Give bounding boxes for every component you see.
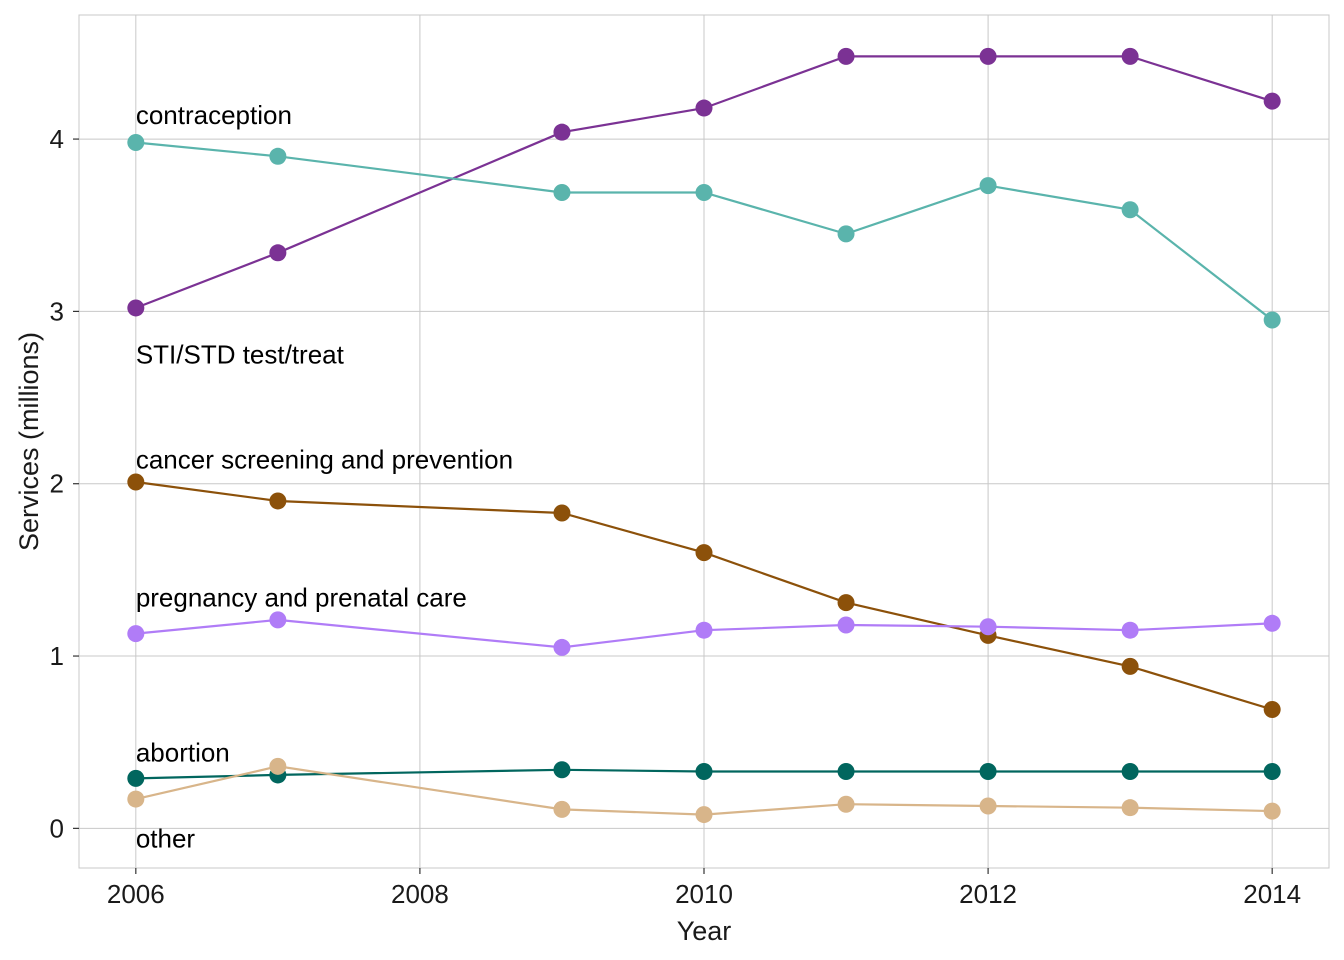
series-line-contraception	[135, 55, 1273, 309]
series-label-other: other	[136, 824, 196, 854]
data-point-other	[1263, 802, 1281, 820]
data-point-pregnancy-and-prenatal-care	[695, 621, 713, 639]
data-point-cancer-screening-and-prevention	[1121, 657, 1139, 675]
series-label-contraception: contraception	[136, 100, 292, 130]
data-point-other	[127, 790, 145, 808]
series-line-sti-std-test-treat	[135, 141, 1273, 321]
data-point-pregnancy-and-prenatal-care	[1263, 614, 1281, 632]
data-point-abortion	[127, 769, 145, 787]
series-pregnancy-and-prenatal-care	[127, 611, 1281, 656]
data-point-other	[979, 797, 997, 815]
data-point-abortion	[695, 762, 713, 780]
data-point-sti-std-test-treat	[553, 183, 571, 201]
x-axis: 2006 2008 2010 2012 2014	[107, 868, 1301, 909]
data-point-pregnancy-and-prenatal-care	[1121, 621, 1139, 639]
data-point-contraception	[1121, 47, 1139, 65]
data-point-contraception	[553, 123, 571, 141]
data-point-contraception	[1263, 92, 1281, 110]
data-point-pregnancy-and-prenatal-care	[979, 618, 997, 636]
y-axis: 0 1 2 3 4	[50, 124, 79, 843]
x-tick-label: 2012	[959, 879, 1017, 909]
data-point-sti-std-test-treat	[269, 147, 287, 165]
data-point-contraception	[837, 47, 855, 65]
series-line-pregnancy-and-prenatal-care	[135, 618, 1273, 649]
series-line-cancer-screening-and-prevention	[135, 480, 1273, 711]
data-point-pregnancy-and-prenatal-care	[127, 625, 145, 643]
x-tick-label: 2008	[391, 879, 449, 909]
data-point-sti-std-test-treat	[837, 225, 855, 243]
series-line-other	[135, 765, 1273, 816]
grid	[79, 15, 1329, 868]
x-tick-label: 2010	[675, 879, 733, 909]
data-point-contraception	[269, 244, 287, 262]
data-point-pregnancy-and-prenatal-care	[269, 611, 287, 629]
series-contraception	[127, 47, 1281, 317]
series-label-pregnancy-and-prenatal-care: pregnancy and prenatal care	[136, 582, 467, 612]
data-point-cancer-screening-and-prevention	[695, 544, 713, 562]
data-point-abortion	[553, 761, 571, 779]
data-point-abortion	[979, 762, 997, 780]
data-point-sti-std-test-treat	[695, 183, 713, 201]
data-point-pregnancy-and-prenatal-care	[553, 638, 571, 656]
x-tick-label: 2006	[107, 879, 165, 909]
series-sti-std-test-treat	[127, 134, 1281, 329]
x-tick-label: 2014	[1243, 879, 1301, 909]
y-tick-label: 1	[50, 641, 64, 671]
y-tick-label: 3	[50, 296, 64, 326]
data-point-cancer-screening-and-prevention	[269, 492, 287, 510]
x-axis-title: Year	[677, 916, 732, 946]
data-point-contraception	[979, 47, 997, 65]
y-axis-title: Services (millions)	[14, 332, 44, 551]
y-tick-label: 2	[50, 469, 64, 499]
data-point-abortion	[1121, 762, 1139, 780]
series-label-sti-std-test-treat: STI/STD test/treat	[136, 339, 345, 369]
data-point-sti-std-test-treat	[1121, 201, 1139, 219]
data-point-cancer-screening-and-prevention	[837, 594, 855, 612]
data-point-other	[553, 800, 571, 818]
data-point-cancer-screening-and-prevention	[127, 473, 145, 491]
series-label-abortion: abortion	[136, 738, 230, 768]
series-lines	[127, 47, 1281, 824]
series-label-cancer-screening-and-prevention: cancer screening and prevention	[136, 445, 513, 475]
series-labels: contraception STI/STD test/treat cancer sc…	[136, 100, 513, 854]
data-point-other	[695, 806, 713, 824]
data-point-contraception	[695, 99, 713, 117]
data-point-pregnancy-and-prenatal-care	[837, 616, 855, 634]
data-point-other	[269, 757, 287, 775]
data-point-sti-std-test-treat	[979, 177, 997, 195]
data-point-contraception	[127, 299, 145, 317]
y-tick-label: 4	[50, 124, 64, 154]
data-point-sti-std-test-treat	[1263, 311, 1281, 329]
data-point-abortion	[837, 762, 855, 780]
series-other	[127, 757, 1281, 824]
y-tick-label: 0	[50, 813, 64, 843]
data-point-sti-std-test-treat	[127, 134, 145, 152]
data-point-cancer-screening-and-prevention	[1263, 700, 1281, 718]
data-point-abortion	[1263, 762, 1281, 780]
data-point-other	[837, 795, 855, 813]
data-point-other	[1121, 799, 1139, 817]
data-point-cancer-screening-and-prevention	[553, 504, 571, 522]
